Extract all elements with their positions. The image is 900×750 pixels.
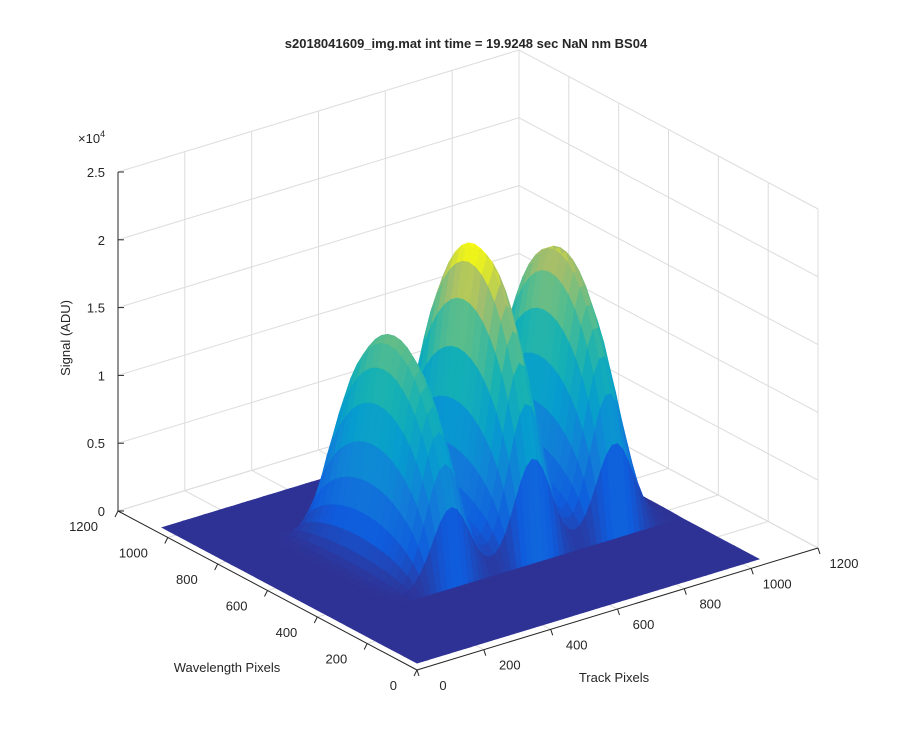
y-tick-label: 1200 bbox=[69, 519, 98, 534]
x-tick-label: 1200 bbox=[830, 556, 859, 571]
z-tick-label: 0 bbox=[98, 504, 105, 519]
y-tick-label: 0 bbox=[390, 678, 397, 693]
z-tick-labels: 0 0.5 1 1.5 2 2.5 bbox=[87, 165, 105, 519]
y-tick-mark bbox=[363, 643, 368, 650]
z-tick-label: 2.5 bbox=[87, 165, 105, 180]
x-tick-mark bbox=[416, 669, 420, 677]
y-tick-mark bbox=[264, 590, 268, 597]
z-grid-line bbox=[117, 185, 819, 346]
y-tick-label: 800 bbox=[176, 572, 198, 587]
x-tick-label: 400 bbox=[566, 637, 588, 652]
y-tick-mark bbox=[313, 616, 318, 624]
y-tick-label: 400 bbox=[276, 625, 298, 640]
x-tick-mark bbox=[550, 629, 554, 636]
y-tick-mark bbox=[164, 537, 169, 544]
y-tick-label: 200 bbox=[325, 652, 347, 667]
z-tick-label: 0.5 bbox=[87, 436, 105, 451]
chart-title: s2018041609_img.mat int time = 19.9248 s… bbox=[285, 36, 648, 51]
surface-patch bbox=[746, 555, 760, 562]
z-exponent-label: ×104 bbox=[78, 129, 105, 146]
z-tick-label: 2 bbox=[98, 233, 105, 248]
z-exponent-power: 4 bbox=[100, 129, 105, 139]
z-exponent-base: ×10 bbox=[78, 131, 100, 146]
z-grid-line bbox=[117, 49, 819, 210]
x-axis-label: Track Pixels bbox=[579, 670, 650, 685]
z-tick-label: 1 bbox=[98, 368, 105, 383]
y-tick-labels: 0 200 400 600 800 1000 1200 bbox=[69, 519, 397, 693]
z-grid-line bbox=[117, 117, 819, 278]
y-tick-label: 600 bbox=[226, 599, 248, 614]
x-tick-mark bbox=[683, 588, 687, 595]
x-tick-mark bbox=[617, 608, 620, 616]
x-tick-label: 1000 bbox=[763, 576, 792, 591]
z-tick-label: 1.5 bbox=[87, 301, 105, 316]
y-tick-label: 1000 bbox=[119, 546, 148, 561]
y-tick-mark bbox=[413, 669, 418, 677]
x-tick-label: 600 bbox=[633, 617, 655, 632]
axis-lines bbox=[114, 171, 821, 677]
x-tick-label: 800 bbox=[699, 597, 721, 612]
x-tick-mark bbox=[750, 568, 754, 575]
z-axis-label: Signal (ADU) bbox=[58, 300, 73, 376]
z-grid-line bbox=[117, 252, 819, 413]
x-tick-label: 0 bbox=[439, 678, 446, 693]
y-tick-mark bbox=[114, 510, 119, 518]
x-tick-labels: 0 200 400 600 800 1000 1200 bbox=[439, 556, 858, 693]
y-axis-label: Wavelength Pixels bbox=[174, 660, 281, 675]
x-tick-mark bbox=[483, 649, 487, 656]
surface bbox=[161, 242, 760, 664]
x-tick-mark bbox=[817, 547, 821, 555]
y-tick-mark bbox=[214, 563, 219, 571]
x-tick-label: 200 bbox=[499, 658, 521, 673]
